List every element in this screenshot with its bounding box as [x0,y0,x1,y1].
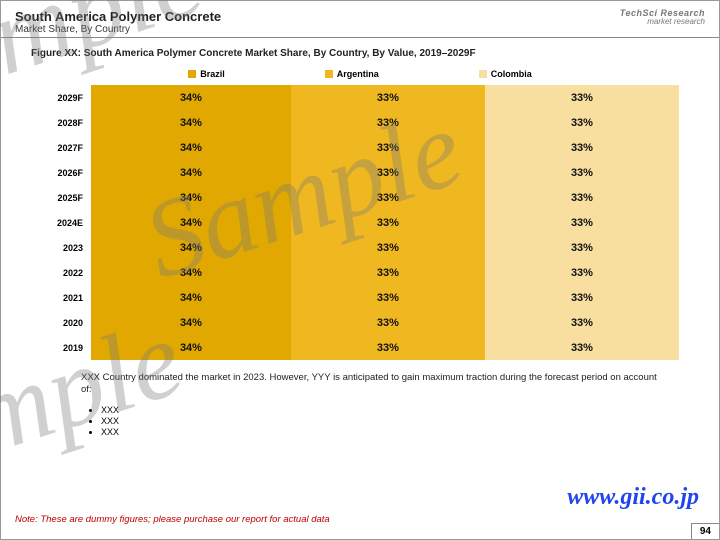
bar-group: 34%33%33% [91,335,679,360]
bar-segment: 34% [91,185,291,210]
bar-segment: 33% [485,210,679,235]
bar-segment: 33% [485,85,679,110]
year-label: 2024E [41,218,91,228]
bar-segment: 33% [485,260,679,285]
bar-group: 34%33%33% [91,260,679,285]
year-label: 2029F [41,93,91,103]
year-label: 2026F [41,168,91,178]
chart-legend: Brazil Argentina Colombia [1,65,719,85]
page-title: South America Polymer Concrete [15,9,221,24]
chart-row: 2027F34%33%33% [41,135,679,160]
year-label: 2022 [41,268,91,278]
bar-segment: 33% [291,135,485,160]
chart-row: 2025F34%33%33% [41,185,679,210]
chart-row: 202334%33%33% [41,235,679,260]
bar-group: 34%33%33% [91,210,679,235]
legend-label: Colombia [491,69,532,79]
chart-row: 2026F34%33%33% [41,160,679,185]
logo: TechSci Research market research [620,9,705,26]
bar-segment: 33% [291,85,485,110]
legend-item: Brazil [188,69,225,79]
chart-row: 202134%33%33% [41,285,679,310]
bar-group: 34%33%33% [91,160,679,185]
bar-group: 34%33%33% [91,310,679,335]
bar-segment: 34% [91,135,291,160]
page-number: 94 [691,523,719,539]
bar-segment: 33% [485,310,679,335]
chart-row: 2024E34%33%33% [41,210,679,235]
bar-segment: 34% [91,160,291,185]
bar-segment: 33% [485,135,679,160]
bullet-list: XXXXXXXXX [1,401,719,437]
bar-segment: 33% [485,185,679,210]
bar-group: 34%33%33% [91,185,679,210]
year-label: 2027F [41,143,91,153]
bullet-item: XXX [101,416,719,426]
bar-segment: 33% [291,335,485,360]
figure-title: Figure XX: South America Polymer Concret… [1,38,719,65]
bar-segment: 34% [91,235,291,260]
legend-label: Argentina [337,69,379,79]
bar-group: 34%33%33% [91,135,679,160]
bullet-item: XXX [101,427,719,437]
source-url: www.gii.co.jp [567,484,699,511]
bar-segment: 34% [91,110,291,135]
bullet-item: XXX [101,405,719,415]
bar-group: 34%33%33% [91,110,679,135]
bar-segment: 33% [291,210,485,235]
chart-row: 202034%33%33% [41,310,679,335]
legend-label: Brazil [200,69,225,79]
year-label: 2028F [41,118,91,128]
year-label: 2020 [41,318,91,328]
bar-segment: 33% [291,185,485,210]
bar-segment: 33% [291,310,485,335]
chart-row: 201934%33%33% [41,335,679,360]
legend-item: Argentina [325,69,379,79]
description-text: XXX Country dominated the market in 2023… [1,360,719,401]
bar-segment: 34% [91,310,291,335]
bar-group: 34%33%33% [91,235,679,260]
year-label: 2019 [41,343,91,353]
bar-group: 34%33%33% [91,285,679,310]
bar-segment: 34% [91,85,291,110]
legend-swatch [188,70,196,78]
legend-swatch [479,70,487,78]
bar-segment: 34% [91,285,291,310]
bar-segment: 33% [291,160,485,185]
bar-segment: 34% [91,210,291,235]
footer-note: Note: These are dummy figures; please pu… [1,506,344,533]
bar-segment: 33% [485,160,679,185]
bar-group: 34%33%33% [91,85,679,110]
legend-item: Colombia [479,69,532,79]
year-label: 2023 [41,243,91,253]
bar-segment: 33% [291,235,485,260]
bar-segment: 34% [91,260,291,285]
year-label: 2021 [41,293,91,303]
bar-segment: 33% [485,235,679,260]
chart-row: 202234%33%33% [41,260,679,285]
bar-segment: 33% [485,110,679,135]
bar-segment: 33% [291,285,485,310]
chart-row: 2029F34%33%33% [41,85,679,110]
legend-swatch [325,70,333,78]
bar-segment: 33% [485,335,679,360]
year-label: 2025F [41,193,91,203]
chart-row: 2028F34%33%33% [41,110,679,135]
page-subtitle: Market Share, By Country [15,24,221,35]
bar-segment: 33% [291,110,485,135]
stacked-bar-chart: 2029F34%33%33%2028F34%33%33%2027F34%33%3… [1,85,719,360]
bar-segment: 33% [291,260,485,285]
header: South America Polymer Concrete Market Sh… [1,1,719,38]
bar-segment: 33% [485,285,679,310]
bar-segment: 34% [91,335,291,360]
